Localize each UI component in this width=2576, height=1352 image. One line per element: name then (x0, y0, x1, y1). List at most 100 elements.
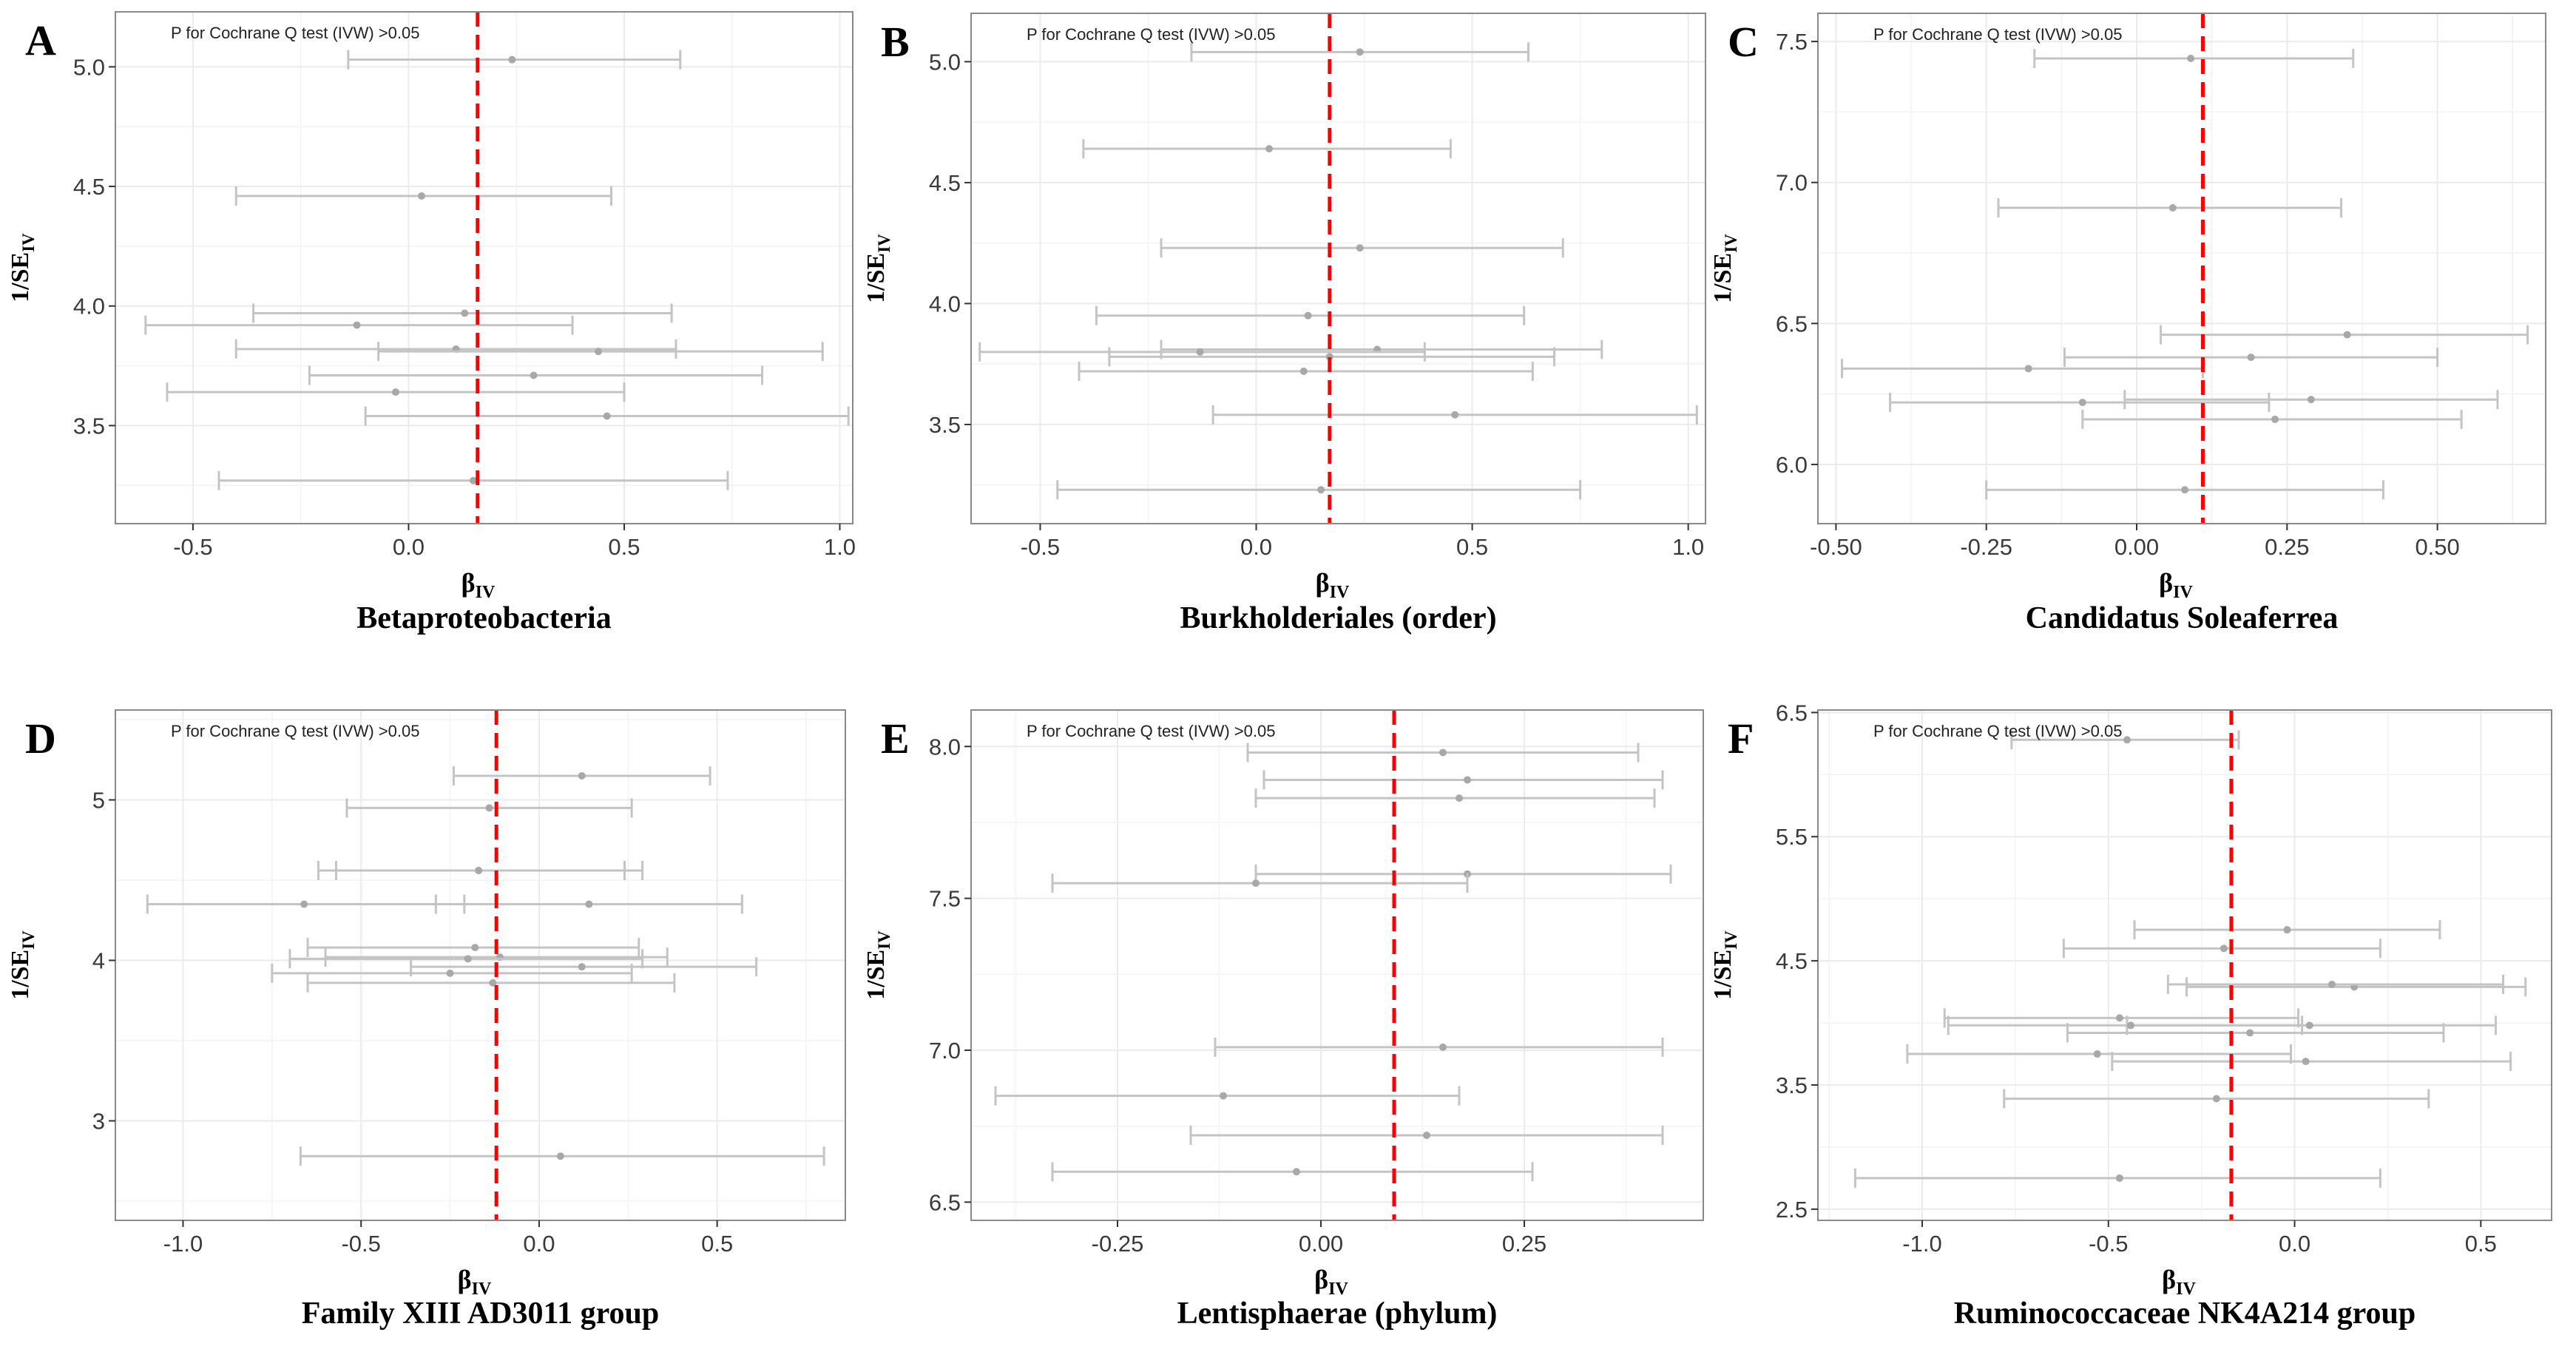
chart-title: Ruminococcaceae NK4A214 group (1954, 1297, 2416, 1331)
annotation-text: P for Cochrane Q test (IVW) >0.05 (171, 722, 419, 740)
x-axis-title-subscript: IV (472, 1280, 492, 1299)
y-axis-title-main: 1/SE (7, 252, 34, 302)
panel-c: P for Cochrane Q test (IVW) >0.05 -0.50 -0… (1709, 13, 2546, 635)
annotation-text: P for Cochrane Q test (IVW) >0.05 (1027, 722, 1275, 740)
x-tick-label: -0.50 (1810, 534, 1862, 560)
errorbar (1254, 864, 1672, 884)
errorbar (347, 50, 682, 70)
x-tick-label: 0.5 (701, 1231, 733, 1257)
y-tick-label: 7.0 (1776, 170, 1808, 196)
y-tick-label: 4.0 (929, 291, 961, 317)
x-axis-title: βIV (1314, 1265, 1348, 1299)
x-tick-label: -0.25 (1092, 1231, 1144, 1257)
y-axis-title-subscript: IV (1722, 930, 1740, 950)
panel-d: P for Cochrane Q test (IVW) >0.05 -1.0 -0.… (7, 709, 846, 1331)
errorbar (1189, 1126, 1664, 1145)
plot-area (115, 12, 853, 524)
x-tick-label: -0.5 (173, 534, 212, 560)
data-point (2220, 944, 2228, 953)
annotation-text: P for Cochrane Q test (IVW) >0.05 (171, 24, 419, 42)
y-tick-label: 7.5 (1776, 29, 1808, 55)
y-tick-label: 4.0 (73, 294, 105, 320)
errorbar (1889, 393, 2271, 413)
data-point (417, 192, 425, 200)
x-axis-title-main: β (2162, 1265, 2176, 1294)
data-point (2307, 396, 2315, 404)
y-tick-label: 5.5 (1776, 824, 1808, 850)
errorbar (1082, 139, 1452, 159)
errorbar (217, 470, 729, 490)
errorbar (1262, 770, 1664, 790)
data-point (1439, 1043, 1447, 1051)
errorbar (234, 186, 612, 206)
x-tick-label: 0.5 (608, 534, 640, 560)
y-tick-label: 4.5 (1776, 948, 1808, 974)
data-point (530, 371, 538, 379)
data-point (2271, 415, 2279, 423)
data-point (578, 771, 586, 780)
x-axis-title-main: β (2159, 568, 2173, 598)
x-tick-label: 0.50 (2415, 534, 2459, 560)
errorbar (1095, 305, 1526, 325)
y-axis-title-main: 1/SE (1709, 950, 1737, 1000)
x-tick-label: -1.0 (163, 1231, 203, 1257)
y-tick-label: 3.5 (1776, 1072, 1808, 1098)
data-point (489, 978, 497, 987)
data-point (1356, 244, 1364, 252)
errorbar (2160, 325, 2529, 345)
data-point (1299, 367, 1308, 375)
data-point (1265, 145, 1274, 153)
errorbar (1078, 361, 1534, 381)
errorbar (1246, 743, 1640, 763)
y-tick-label: 7.5 (929, 886, 961, 912)
y-axis-title: 1/SEIV (1709, 234, 1740, 303)
y-tick-label: 5 (92, 788, 105, 814)
panel-letter: D (25, 714, 56, 763)
y-tick-label: 6.5 (1776, 700, 1808, 726)
y-axis-title-subscript: IV (19, 930, 38, 950)
errorbar (1051, 873, 1469, 893)
errorbar (1985, 480, 2384, 500)
chart-title: Burkholderiales (order) (1180, 601, 1496, 635)
chart-title: Candidatus Soleaferrea (2026, 601, 2339, 635)
data-point (1451, 410, 1459, 419)
x-tick-label: 1.0 (824, 534, 856, 560)
data-point (1252, 879, 1260, 888)
y-axis-title: 1/SEIV (862, 930, 893, 1000)
x-axis-title-main: β (1316, 568, 1330, 598)
errorbar (308, 365, 764, 385)
data-point (300, 900, 308, 908)
y-tick-label: 4.5 (73, 174, 105, 200)
x-tick-label: -0.5 (2089, 1231, 2128, 1257)
y-axis-title-subscript: IV (19, 233, 38, 252)
errorbar (2111, 1052, 2512, 1072)
panel-border (115, 11, 853, 524)
errorbar (2166, 975, 2505, 995)
errorbar (1056, 480, 1582, 500)
y-axis-title-main: 1/SE (862, 950, 890, 1000)
data-point (2305, 1021, 2313, 1030)
errorbar (271, 963, 633, 983)
data-point (391, 388, 399, 396)
x-axis-title: βIV (2159, 568, 2193, 602)
errorbar (1997, 198, 2343, 218)
errorbar (1947, 1015, 2304, 1035)
x-tick-label: 1.0 (1672, 534, 1704, 560)
y-axis-title-main: 1/SE (1709, 253, 1737, 303)
data-point (1439, 748, 1447, 757)
data-point (508, 55, 516, 64)
x-tick-label: 0.0 (1240, 534, 1272, 560)
panel-border (1817, 13, 2546, 524)
x-axis-title-subscript: IV (2176, 1280, 2196, 1299)
data-point (2115, 1014, 2123, 1022)
data-point (446, 969, 454, 977)
panel-border (1817, 709, 2552, 1221)
data-point (578, 963, 586, 971)
data-point (464, 955, 472, 963)
errorbar (2033, 48, 2355, 68)
data-point (353, 321, 361, 329)
annotation-text: P for Cochrane Q test (IVW) >0.05 (1873, 25, 2122, 44)
x-axis-title: βIV (1316, 568, 1350, 602)
errorbar (377, 342, 824, 362)
